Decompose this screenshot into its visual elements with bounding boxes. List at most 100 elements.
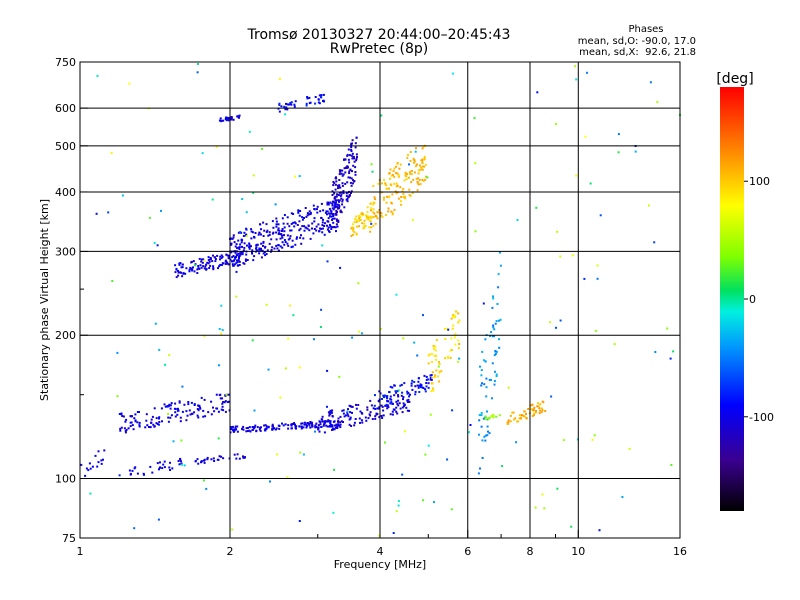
data-point [574, 65, 577, 68]
data-point [253, 255, 256, 258]
data-point [309, 426, 312, 429]
data-point [653, 241, 656, 244]
data-point [266, 229, 269, 232]
data-point [337, 186, 340, 189]
data-point [318, 430, 321, 433]
data-point [358, 219, 361, 222]
data-point [397, 175, 400, 178]
data-point [332, 427, 335, 430]
data-point [457, 339, 460, 342]
y-tick-label: 750 [55, 56, 76, 69]
data-point [294, 222, 297, 225]
data-point [354, 146, 357, 149]
data-point [351, 139, 354, 142]
data-point [169, 469, 171, 471]
data-point [309, 213, 312, 215]
data-point [163, 403, 166, 406]
data-point [235, 457, 238, 460]
data-point [205, 268, 208, 271]
data-point [245, 253, 248, 256]
data-point [507, 419, 510, 422]
data-point [305, 426, 308, 429]
data-point [394, 390, 397, 393]
data-point [167, 420, 170, 423]
data-point [355, 407, 358, 410]
data-point [481, 350, 484, 353]
data-point [290, 246, 293, 249]
data-point [454, 336, 456, 339]
data-point [310, 421, 313, 424]
data-point [255, 429, 258, 432]
data-point [454, 333, 457, 335]
data-point [256, 426, 259, 429]
data-point [385, 187, 388, 190]
data-point [335, 230, 337, 233]
data-point [372, 203, 375, 206]
data-point [237, 246, 240, 249]
data-point [669, 357, 672, 360]
data-point [425, 375, 428, 378]
data-point [278, 110, 281, 113]
data-point [353, 160, 356, 163]
data-point [107, 211, 110, 214]
data-point [356, 156, 358, 158]
data-point [321, 420, 324, 423]
data-point [193, 270, 196, 273]
data-point [390, 210, 393, 213]
data-point [401, 411, 404, 414]
data-point [217, 267, 219, 270]
data-point [438, 363, 441, 365]
data-point [350, 150, 353, 152]
data-point [378, 209, 381, 211]
data-point [180, 462, 183, 465]
data-point [649, 81, 652, 84]
data-point [391, 193, 394, 196]
data-point [370, 222, 373, 225]
data-point [351, 170, 353, 173]
data-point [308, 210, 311, 213]
data-point [271, 232, 274, 235]
data-point [368, 216, 371, 219]
data-point [202, 265, 205, 268]
data-point [308, 229, 311, 232]
data-point [329, 413, 332, 416]
data-point [100, 462, 103, 465]
data-point [351, 405, 354, 408]
data-point [324, 420, 327, 423]
data-point [586, 71, 588, 74]
data-point [498, 251, 501, 254]
data-point [286, 103, 289, 106]
data-point [497, 286, 500, 289]
data-point [279, 396, 282, 399]
data-point [134, 466, 137, 469]
data-point [249, 430, 252, 433]
data-point [218, 119, 221, 122]
data-point [283, 105, 286, 108]
data-point [190, 401, 193, 404]
data-point [314, 102, 317, 105]
data-point [302, 237, 305, 240]
data-point [261, 147, 263, 150]
data-point [169, 461, 171, 464]
data-point [361, 421, 364, 424]
data-point [200, 258, 203, 261]
data-point [298, 214, 301, 217]
data-point [342, 409, 345, 412]
data-point [122, 415, 125, 418]
data-point [345, 194, 348, 197]
data-point [397, 389, 400, 392]
data-point [480, 384, 483, 387]
data-point [319, 423, 322, 426]
data-point [400, 196, 403, 198]
data-point [320, 426, 323, 428]
data-point [244, 258, 247, 261]
data-point [335, 180, 338, 183]
data-point [285, 106, 288, 109]
data-point [397, 174, 400, 177]
data-point [260, 228, 262, 231]
data-point [224, 259, 227, 262]
data-point [415, 177, 418, 180]
data-point [367, 417, 370, 420]
data-point [88, 462, 91, 465]
